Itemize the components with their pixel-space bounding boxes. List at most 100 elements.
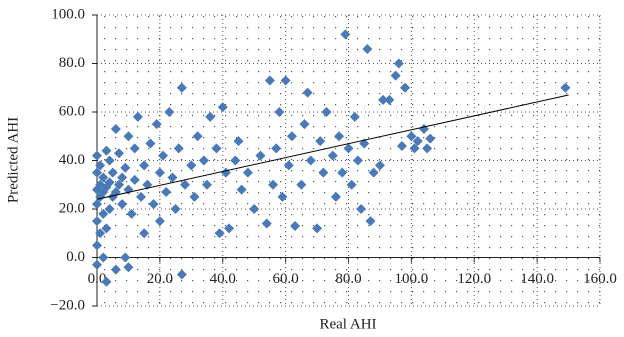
point xyxy=(233,136,244,147)
x-tick-label: 40.0 xyxy=(210,271,236,287)
y-tick-label: 20.0 xyxy=(59,200,85,216)
point xyxy=(92,259,102,270)
point xyxy=(330,191,341,202)
y-tick-label: 100.0 xyxy=(51,6,85,22)
point xyxy=(151,119,162,130)
point xyxy=(340,29,351,40)
point xyxy=(343,143,354,154)
point xyxy=(161,187,172,198)
point xyxy=(393,58,404,69)
point xyxy=(286,131,297,142)
y-tick-label: 40.0 xyxy=(59,152,85,168)
point xyxy=(114,179,125,190)
point xyxy=(296,179,307,190)
x-tick-label: 60.0 xyxy=(273,271,299,287)
point xyxy=(242,167,253,178)
point xyxy=(132,111,143,122)
point xyxy=(205,111,216,122)
point xyxy=(104,155,115,166)
point xyxy=(139,228,150,239)
y-tick-label: 0.0 xyxy=(66,249,85,265)
point xyxy=(154,167,165,178)
point xyxy=(92,240,102,251)
point xyxy=(92,150,102,161)
point xyxy=(217,102,228,113)
point xyxy=(406,131,417,142)
point xyxy=(117,199,128,210)
point xyxy=(425,133,436,144)
point xyxy=(167,172,178,183)
point xyxy=(176,82,187,93)
point xyxy=(123,131,134,142)
point xyxy=(101,145,112,156)
point xyxy=(180,179,191,190)
point xyxy=(123,262,134,273)
point xyxy=(154,216,165,227)
point xyxy=(104,177,115,188)
point xyxy=(104,204,115,214)
point xyxy=(412,136,423,147)
point xyxy=(349,111,360,122)
point xyxy=(164,107,175,117)
x-tick-label: 80.0 xyxy=(335,271,361,287)
x-tick-label: 20.0 xyxy=(147,271,173,287)
point xyxy=(95,160,106,171)
point xyxy=(129,174,140,185)
point xyxy=(173,143,184,154)
point xyxy=(283,160,294,171)
point xyxy=(264,75,275,86)
point xyxy=(126,208,137,219)
point xyxy=(255,150,266,161)
y-tick-label: 80.0 xyxy=(59,55,85,71)
point xyxy=(277,191,288,202)
point xyxy=(236,184,247,195)
point xyxy=(390,70,401,81)
point xyxy=(280,75,291,86)
point xyxy=(176,269,187,280)
point xyxy=(302,87,313,98)
point xyxy=(560,82,571,93)
point xyxy=(396,140,407,151)
point xyxy=(224,223,235,234)
point xyxy=(98,252,109,263)
point xyxy=(268,179,279,190)
point xyxy=(110,264,121,275)
y-tick-label: 60.0 xyxy=(59,103,85,119)
point xyxy=(92,167,102,178)
point xyxy=(139,160,150,171)
point xyxy=(374,160,385,171)
point xyxy=(334,131,345,142)
x-axis-title: Real AHI xyxy=(319,316,376,332)
point xyxy=(346,179,357,190)
point xyxy=(274,107,285,117)
point xyxy=(337,167,348,178)
point xyxy=(400,82,411,93)
point xyxy=(120,162,131,173)
point xyxy=(192,131,203,142)
point xyxy=(136,191,147,202)
point xyxy=(327,150,338,161)
point xyxy=(299,119,310,130)
point xyxy=(312,223,323,234)
point xyxy=(158,150,169,161)
y-axis-title: Predicted AHI xyxy=(5,117,21,203)
point xyxy=(230,155,241,166)
point xyxy=(362,43,373,54)
point xyxy=(110,123,121,134)
point xyxy=(356,204,367,214)
point xyxy=(101,276,112,287)
point xyxy=(315,136,326,147)
point xyxy=(170,204,181,214)
point xyxy=(352,155,363,166)
point xyxy=(321,107,332,117)
point xyxy=(98,208,109,219)
x-tick-label: 140.0 xyxy=(520,271,554,287)
point xyxy=(418,123,429,134)
point xyxy=(114,148,125,159)
point xyxy=(318,167,329,178)
point xyxy=(198,155,209,166)
point xyxy=(145,138,156,149)
point xyxy=(271,143,282,154)
x-tick-label: 100.0 xyxy=(395,271,429,287)
